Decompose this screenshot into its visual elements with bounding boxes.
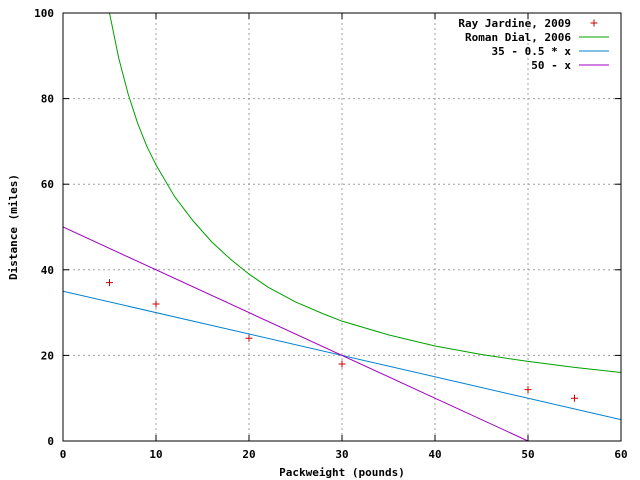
legend-label: Ray Jardine, 2009 (458, 17, 571, 30)
series-50-x (63, 226, 529, 441)
data-point (106, 279, 113, 287)
x-axis-label: Packweight (pounds) (279, 466, 405, 479)
x-tick-label: 30 (335, 448, 348, 461)
y-axis-label: Distance (miles) (7, 174, 20, 280)
x-tick-label: 0 (60, 448, 67, 461)
legend-entry: 35 - 0.5 * x (492, 45, 609, 58)
legend-label: 50 - x (531, 59, 571, 72)
x-tick-label: 40 (428, 448, 441, 461)
plot-series (63, 13, 621, 441)
y-tick-label: 0 (47, 435, 54, 448)
axis-ticks: 0 10 20 30 40 50 60 0 20 40 60 80 100 (34, 7, 628, 461)
data-point (571, 394, 578, 402)
y-tick-label: 40 (41, 264, 54, 277)
series-line (63, 226, 529, 441)
y-tick-label: 20 (41, 349, 54, 362)
x-tick-label: 10 (149, 448, 162, 461)
series-line (109, 13, 621, 374)
y-tick-label: 60 (41, 178, 54, 191)
legend-label: Roman Dial, 2006 (465, 31, 571, 44)
legend-label: 35 - 0.5 * x (492, 45, 572, 58)
data-point (524, 386, 532, 394)
y-tick-label: 80 (41, 93, 54, 106)
x-tick-label: 60 (614, 448, 627, 461)
series-ray-jardine-2009 (106, 279, 578, 402)
legend-marker (590, 19, 598, 27)
legend-entry: 50 - x (531, 59, 609, 72)
x-tick-label: 50 (521, 448, 534, 461)
data-point (245, 334, 253, 342)
grid-lines (63, 13, 621, 441)
x-tick-label: 20 (242, 448, 255, 461)
data-point (338, 360, 346, 368)
series-roman-dial-2006 (109, 13, 621, 374)
legend-entry: Roman Dial, 2006 (465, 31, 609, 44)
plot-frame (62, 12, 622, 442)
data-point (152, 300, 160, 308)
y-tick-label: 100 (34, 7, 54, 20)
legend-entry: Ray Jardine, 2009 (458, 17, 598, 30)
